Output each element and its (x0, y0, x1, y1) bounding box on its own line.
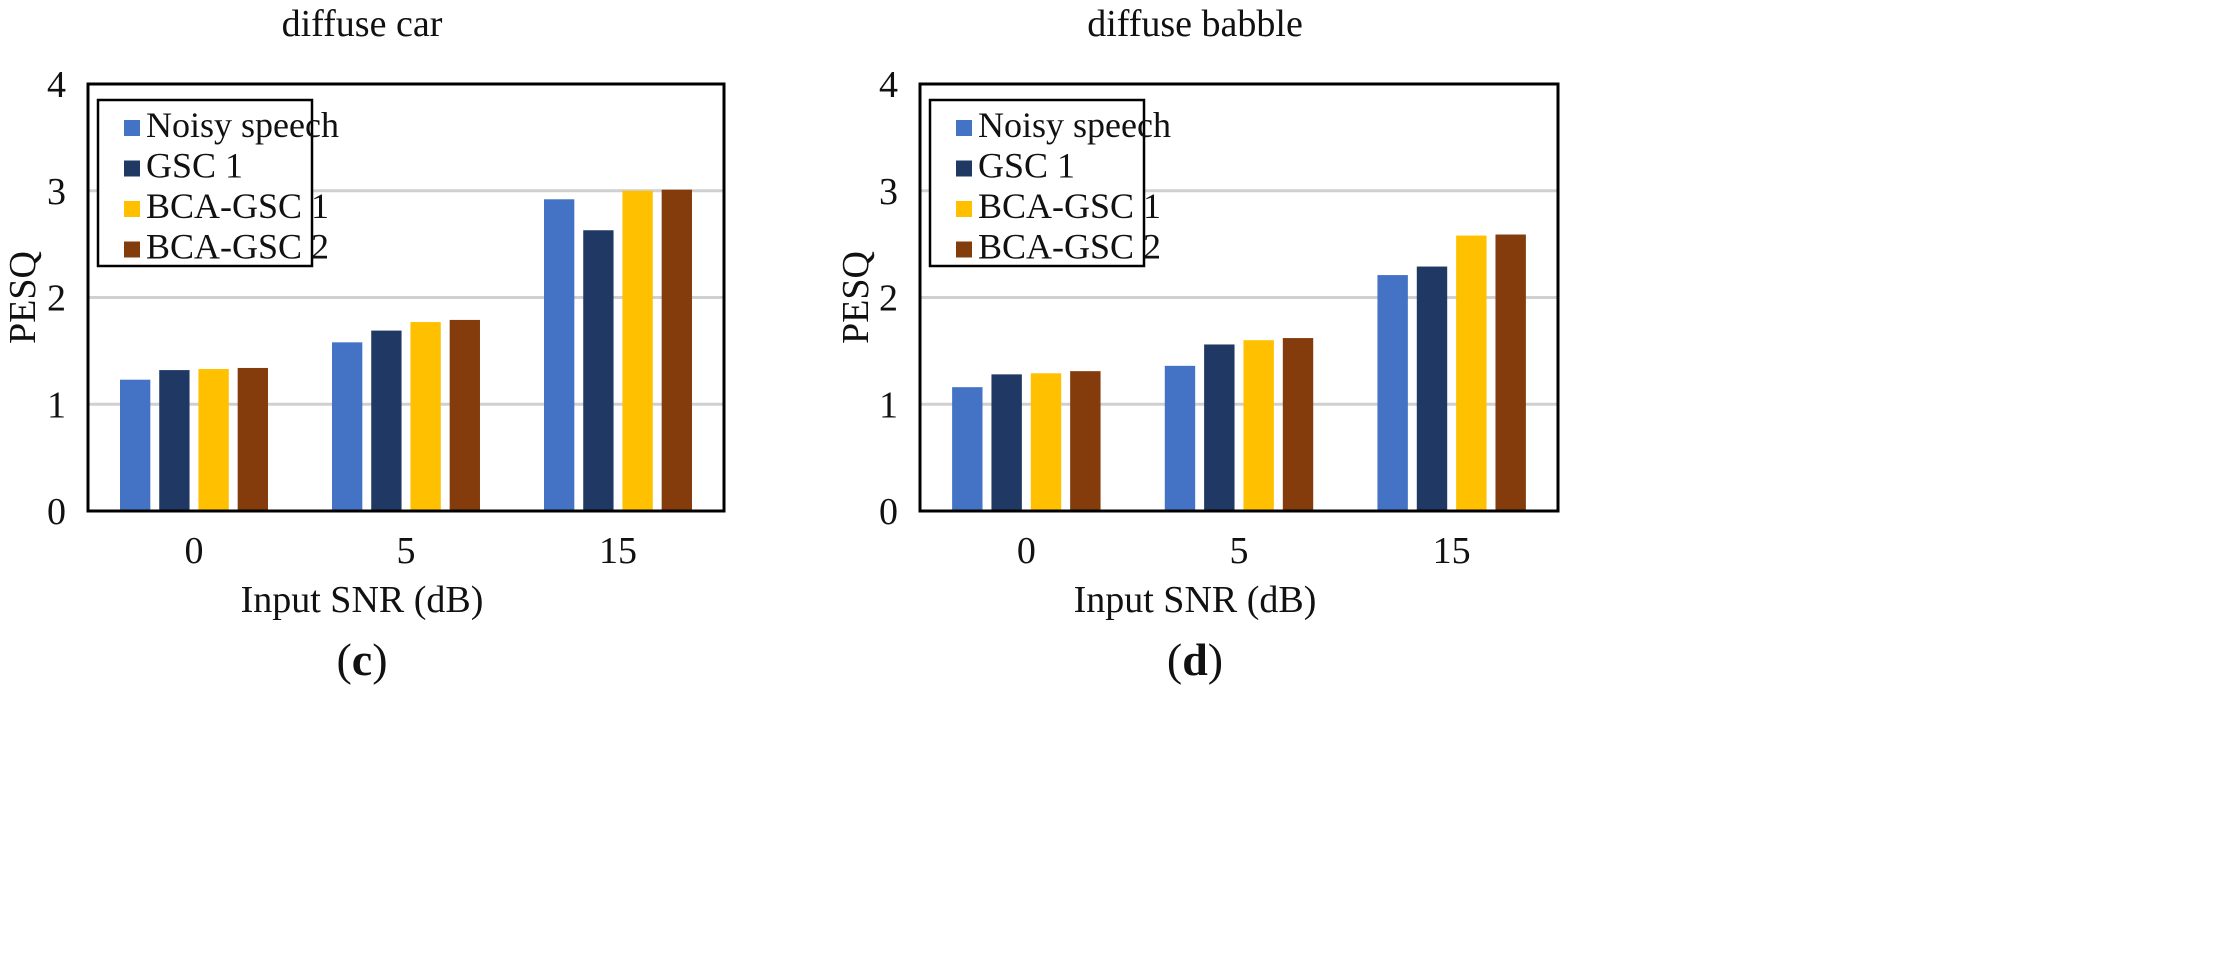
x-tick-label: 15 (599, 530, 637, 572)
panel-label: (c) (336, 634, 387, 685)
legend-label-gsc-1: GSC 1 (978, 146, 1075, 186)
bar-bca-gsc-2-15 (661, 189, 692, 511)
legend-label-noisy-speech: Noisy speech (146, 105, 339, 145)
panel-label-close: ) (372, 634, 387, 685)
legend-swatch-gsc-1 (956, 160, 972, 177)
bar-bca-gsc-1-5 (410, 322, 441, 511)
legend-swatch-bca-gsc-2 (956, 241, 972, 258)
bar-bca-gsc-2-15 (1495, 234, 1526, 511)
legend-label-bca-gsc-1: BCA-GSC 1 (978, 186, 1161, 226)
bar-noisy-speech-5 (332, 342, 363, 511)
x-tick-label: 15 (1433, 530, 1471, 572)
bar-noisy-speech-0 (120, 379, 151, 511)
legend-label-gsc-1: GSC 1 (146, 146, 243, 186)
bar-bca-gsc-2-0 (1070, 371, 1101, 511)
y-tick-label: 3 (879, 171, 898, 213)
panel-label-letter: c (352, 634, 372, 685)
legend-label-bca-gsc-1: BCA-GSC 1 (146, 186, 329, 226)
bar-bca-gsc-1-5 (1243, 340, 1274, 511)
legend-swatch-bca-gsc-1 (956, 201, 972, 217)
panel-label-open: ( (336, 634, 351, 685)
legend-label-bca-gsc-2: BCA-GSC 2 (978, 227, 1161, 267)
legend-label-noisy-speech: Noisy speech (978, 105, 1171, 145)
bar-bca-gsc-2-5 (449, 319, 480, 511)
bar-gsc-1-5 (1204, 344, 1235, 511)
y-tick-label: 1 (879, 384, 898, 426)
bar-gsc-1-15 (1416, 266, 1448, 511)
y-tick-label: 2 (47, 278, 66, 320)
bar-noisy-speech-5 (1164, 365, 1196, 511)
chart-title: diffuse babble (1087, 3, 1303, 45)
chart-title: diffuse car (282, 3, 443, 45)
panel-label-letter: d (1182, 634, 1208, 685)
bar-gsc-1-15 (583, 230, 614, 511)
x-tick-label: 0 (185, 530, 204, 572)
bar-bca-gsc-1-15 (622, 190, 653, 511)
bar-bca-gsc-1-0 (198, 369, 229, 511)
y-tick-label: 4 (47, 64, 66, 106)
bar-gsc-1-5 (371, 330, 402, 511)
legend-swatch-bca-gsc-2 (124, 241, 140, 258)
panel-label: (d) (1167, 634, 1223, 685)
plot-frame (918, 82, 1560, 513)
legend-swatch-noisy-speech (956, 120, 972, 136)
bar-bca-gsc-2-0 (237, 367, 268, 511)
y-tick-label: 0 (47, 491, 66, 533)
bar-bca-gsc-1-0 (1030, 373, 1062, 511)
bar-noisy-speech-15 (1377, 275, 1408, 511)
y-tick-label: 1 (47, 384, 66, 426)
y-tick-label: 4 (879, 64, 898, 106)
legend-swatch-noisy-speech (124, 120, 140, 136)
legend-label-bca-gsc-2: BCA-GSC 2 (146, 227, 329, 267)
x-tick-label: 5 (397, 530, 416, 572)
bar-gsc-1-0 (991, 374, 1022, 511)
legend-swatch-gsc-1 (124, 160, 140, 177)
y-tick-label: 2 (879, 278, 898, 320)
y-tick-label: 0 (879, 491, 898, 533)
x-tick-label: 5 (1230, 530, 1249, 572)
plot-frame (86, 82, 726, 513)
y-axis-label: PESQ (835, 251, 877, 344)
bar-noisy-speech-15 (544, 199, 575, 512)
x-axis-label: Input SNR (dB) (241, 579, 484, 621)
panel-label-close: ) (1208, 634, 1223, 685)
y-tick-label: 3 (47, 171, 66, 213)
panel-label-open: ( (1167, 634, 1182, 685)
legend-swatch-bca-gsc-1 (124, 201, 140, 217)
bar-noisy-speech-0 (952, 387, 983, 511)
y-axis-label: PESQ (2, 251, 44, 344)
x-axis-label: Input SNR (dB) (1074, 579, 1317, 621)
bar-bca-gsc-2-5 (1282, 338, 1314, 511)
bar-gsc-1-0 (159, 370, 190, 511)
x-tick-label: 0 (1017, 530, 1036, 572)
bar-bca-gsc-1-15 (1456, 235, 1487, 511)
